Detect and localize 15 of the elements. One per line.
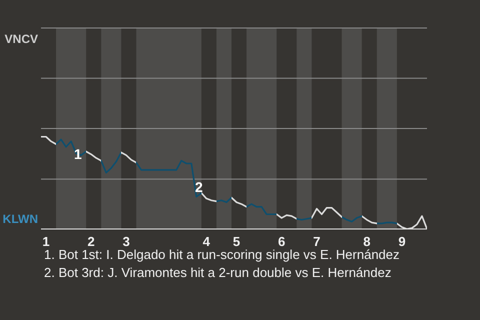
x-tick-label: 1 xyxy=(42,234,50,250)
x-tick-label: 3 xyxy=(122,234,130,250)
text: 1. Bot 1st: I. Delgado hit a run-scoring single vs E. Hernández xyxy=(44,246,400,264)
x-tick-label: 4 xyxy=(202,234,211,250)
annotation: 1 xyxy=(74,146,82,162)
text: KLWN xyxy=(2,212,38,226)
x-tick-label: 9 xyxy=(398,234,406,250)
text: VNCV xyxy=(4,32,38,46)
x-tick-label: 6 xyxy=(278,234,286,250)
x-tick-label: 2 xyxy=(88,234,95,250)
x-tick-label: 5 xyxy=(232,234,240,250)
x-tick-label: 7 xyxy=(313,234,320,250)
annotation: 2 xyxy=(195,179,203,195)
x-tick-label: 8 xyxy=(363,234,370,250)
text: 2. Bot 3rd: J. Viramontes hit a 2-run double vs E. Hernández xyxy=(44,264,392,282)
